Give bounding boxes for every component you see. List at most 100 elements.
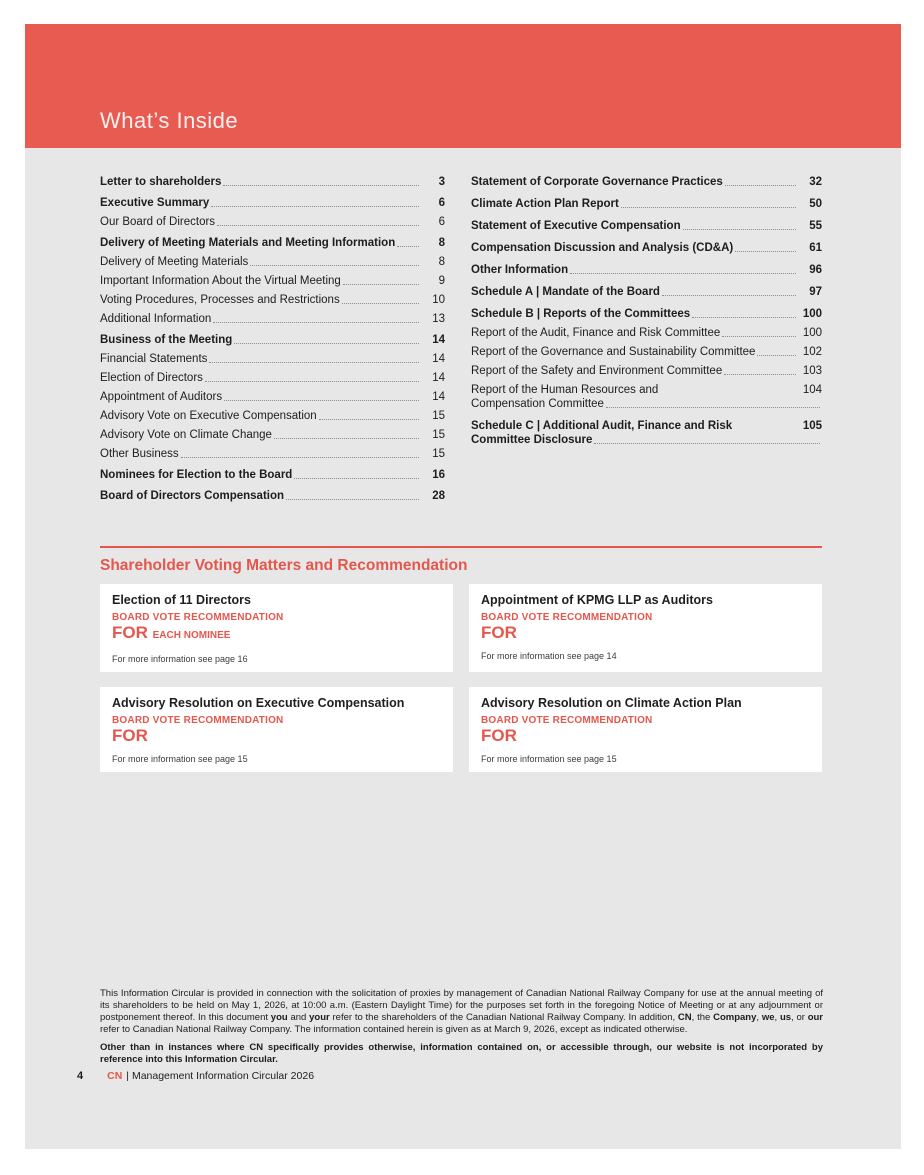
toc-left-column: Letter to shareholders 3 Executive Summa… [100, 175, 445, 508]
toc-entry[interactable]: Advisory Vote on Executive Compensation … [100, 409, 445, 423]
toc-entry-page: 15 [432, 448, 445, 460]
toc-entry-page: 96 [809, 264, 822, 276]
toc-entry[interactable]: Climate Action Plan Report 50 [471, 197, 822, 211]
toc-entry-page: 28 [432, 490, 445, 502]
page-title: What’s Inside [100, 108, 239, 133]
toc-entry-label: Advisory Vote on Executive Compensation [100, 410, 317, 422]
toc-entry[interactable]: Other Information 96 [471, 263, 822, 277]
toc-entry[interactable]: Board of Directors Compensation 28 [100, 489, 445, 503]
toc-entry[interactable]: Business of the Meeting 14 [100, 333, 445, 347]
toc-leader-dots [605, 407, 820, 408]
toc-entry[interactable]: Election of Directors 14 [100, 371, 445, 385]
toc-entry[interactable]: Nominees for Election to the Board 16 [100, 468, 445, 482]
toc-entry-row: Advisory Vote on Executive Compensation … [100, 409, 445, 423]
toc-entry[interactable]: Letter to shareholders 3 [100, 175, 445, 189]
toc-entry[interactable]: Report of the Human Resources and 104 Co… [471, 383, 822, 411]
toc-entry-label: Statement of Executive Compensation [471, 220, 681, 232]
toc-entry[interactable]: Advisory Vote on Climate Change 15 [100, 428, 445, 442]
toc-entry[interactable]: Compensation Discussion and Analysis (CD… [471, 241, 822, 255]
toc-entry-label: Letter to shareholders [100, 176, 222, 188]
toc-leader-dots [682, 229, 796, 230]
vote-line: FOR [112, 726, 441, 745]
toc-entry[interactable]: Financial Statements 14 [100, 352, 445, 366]
toc-entry-page: 100 [802, 327, 822, 339]
voting-card: Appointment of KPMG LLP as Auditors BOAR… [469, 584, 822, 672]
toc-entry[interactable]: Report of the Safety and Environment Com… [471, 364, 822, 378]
toc-entry[interactable]: Delivery of Meeting Materials and Meetin… [100, 236, 445, 250]
toc-entry-row: Other Information 96 [471, 263, 822, 277]
toc-leader-dots [722, 336, 796, 337]
vote-line: FOR [481, 726, 810, 745]
toc-entry-page: 14 [432, 391, 445, 403]
toc-entry-label: Other Information [471, 264, 569, 276]
toc-entry[interactable]: Appointment of Auditors 14 [100, 390, 445, 404]
toc-entry-page: 103 [802, 365, 822, 377]
toc-leader-dots [294, 478, 419, 479]
toc-entry-row: Important Information About the Virtual … [100, 274, 445, 288]
toc-entry-page: 13 [432, 313, 445, 325]
toc-leader-dots [342, 284, 419, 285]
toc-entry-page: 8 [438, 237, 445, 249]
toc-entry[interactable]: Schedule A | Mandate of the Board 97 [471, 285, 822, 299]
vote-value: FOR [481, 726, 517, 745]
toc-entry-row: Executive Summary 6 [100, 196, 445, 210]
toc-entry-label: Nominees for Election to the Board [100, 469, 293, 481]
toc-entry-page: 50 [809, 198, 822, 210]
toc-entry-page: 15 [432, 410, 445, 422]
toc-entry-page: 104 [802, 384, 822, 396]
toc-entry-label: Business of the Meeting [100, 334, 233, 346]
toc-entry[interactable]: Additional Information 13 [100, 312, 445, 326]
voting-card-title: Appointment of KPMG LLP as Auditors [481, 593, 713, 607]
toc-entry[interactable]: Report of the Audit, Finance and Risk Co… [471, 326, 822, 340]
toc-entry-row: Report of the Human Resources and 104 [471, 383, 822, 397]
header-band: What’s Inside [25, 24, 901, 148]
toc-leader-dots [204, 381, 419, 382]
toc-entry[interactable]: Delivery of Meeting Materials 8 [100, 255, 445, 269]
board-vote-recommendation-label: BOARD VOTE RECOMMENDATION [481, 715, 653, 726]
toc-entry-row: Nominees for Election to the Board 16 [100, 468, 445, 482]
toc-entry-label: Additional Information [100, 313, 212, 325]
toc-entry[interactable]: Statement of Executive Compensation 55 [471, 219, 822, 233]
toc-entry-page: 8 [438, 256, 445, 268]
toc-entry-page: 6 [438, 216, 445, 228]
toc-entry[interactable]: Other Business 15 [100, 447, 445, 461]
voting-card-title: Advisory Resolution on Climate Action Pl… [481, 696, 742, 710]
toc-entry-row: Schedule C | Additional Audit, Finance a… [471, 419, 822, 433]
toc-leader-dots [318, 419, 419, 420]
toc-entry[interactable]: Voting Procedures, Processes and Restric… [100, 293, 445, 307]
toc-entry-label-line2: Compensation Committee [471, 398, 604, 410]
toc-entry-row: Statement of Executive Compensation 55 [471, 219, 822, 233]
doc-title: | Management Information Circular 2026 [126, 1070, 315, 1082]
toc-entry-row2: Committee Disclosure [471, 433, 822, 447]
toc-entry-page: 14 [432, 334, 445, 346]
board-vote-recommendation-label: BOARD VOTE RECOMMENDATION [112, 612, 284, 623]
toc-entry-label: Climate Action Plan Report [471, 198, 619, 210]
toc-entry-label: Report of the Safety and Environment Com… [471, 365, 723, 377]
toc-entry-page: 9 [438, 275, 445, 287]
toc-entry[interactable]: Schedule C | Additional Audit, Finance a… [471, 419, 822, 447]
page-number: 4 [77, 1070, 84, 1082]
toc-entry-label: Our Board of Directors [100, 216, 216, 228]
toc-entry[interactable]: Executive Summary 6 [100, 196, 445, 210]
toc-entry-row: Other Business 15 [100, 447, 445, 461]
toc-entry-row: Additional Information 13 [100, 312, 445, 326]
toc-entry[interactable]: Schedule B | Reports of the Committees 1… [471, 307, 822, 321]
toc-entry-row: Schedule A | Mandate of the Board 97 [471, 285, 822, 299]
toc-entry[interactable]: Important Information About the Virtual … [100, 274, 445, 288]
toc-entry[interactable]: Report of the Governance and Sustainabil… [471, 345, 822, 359]
toc-entry-page: 102 [802, 346, 822, 358]
vote-line: FOR EACH NOMINEE [112, 623, 441, 645]
toc-leader-dots [211, 206, 419, 207]
toc-entry-label: Other Business [100, 448, 179, 460]
toc-entry-row: Advisory Vote on Climate Change 15 [100, 428, 445, 442]
toc-entry[interactable]: Our Board of Directors 6 [100, 215, 445, 229]
more-info-note: For more information see page 16 [112, 654, 248, 664]
toc-entry-label: Compensation Discussion and Analysis (CD… [471, 242, 734, 254]
toc-entry-page: 100 [802, 308, 822, 320]
toc-leader-dots [224, 400, 419, 401]
more-info-note: For more information see page 14 [481, 651, 617, 661]
toc-entry-row: Climate Action Plan Report 50 [471, 197, 822, 211]
toc-entry[interactable]: Statement of Corporate Governance Practi… [471, 175, 822, 189]
toc-leader-dots [724, 374, 796, 375]
vote-value: FOR [112, 623, 148, 642]
